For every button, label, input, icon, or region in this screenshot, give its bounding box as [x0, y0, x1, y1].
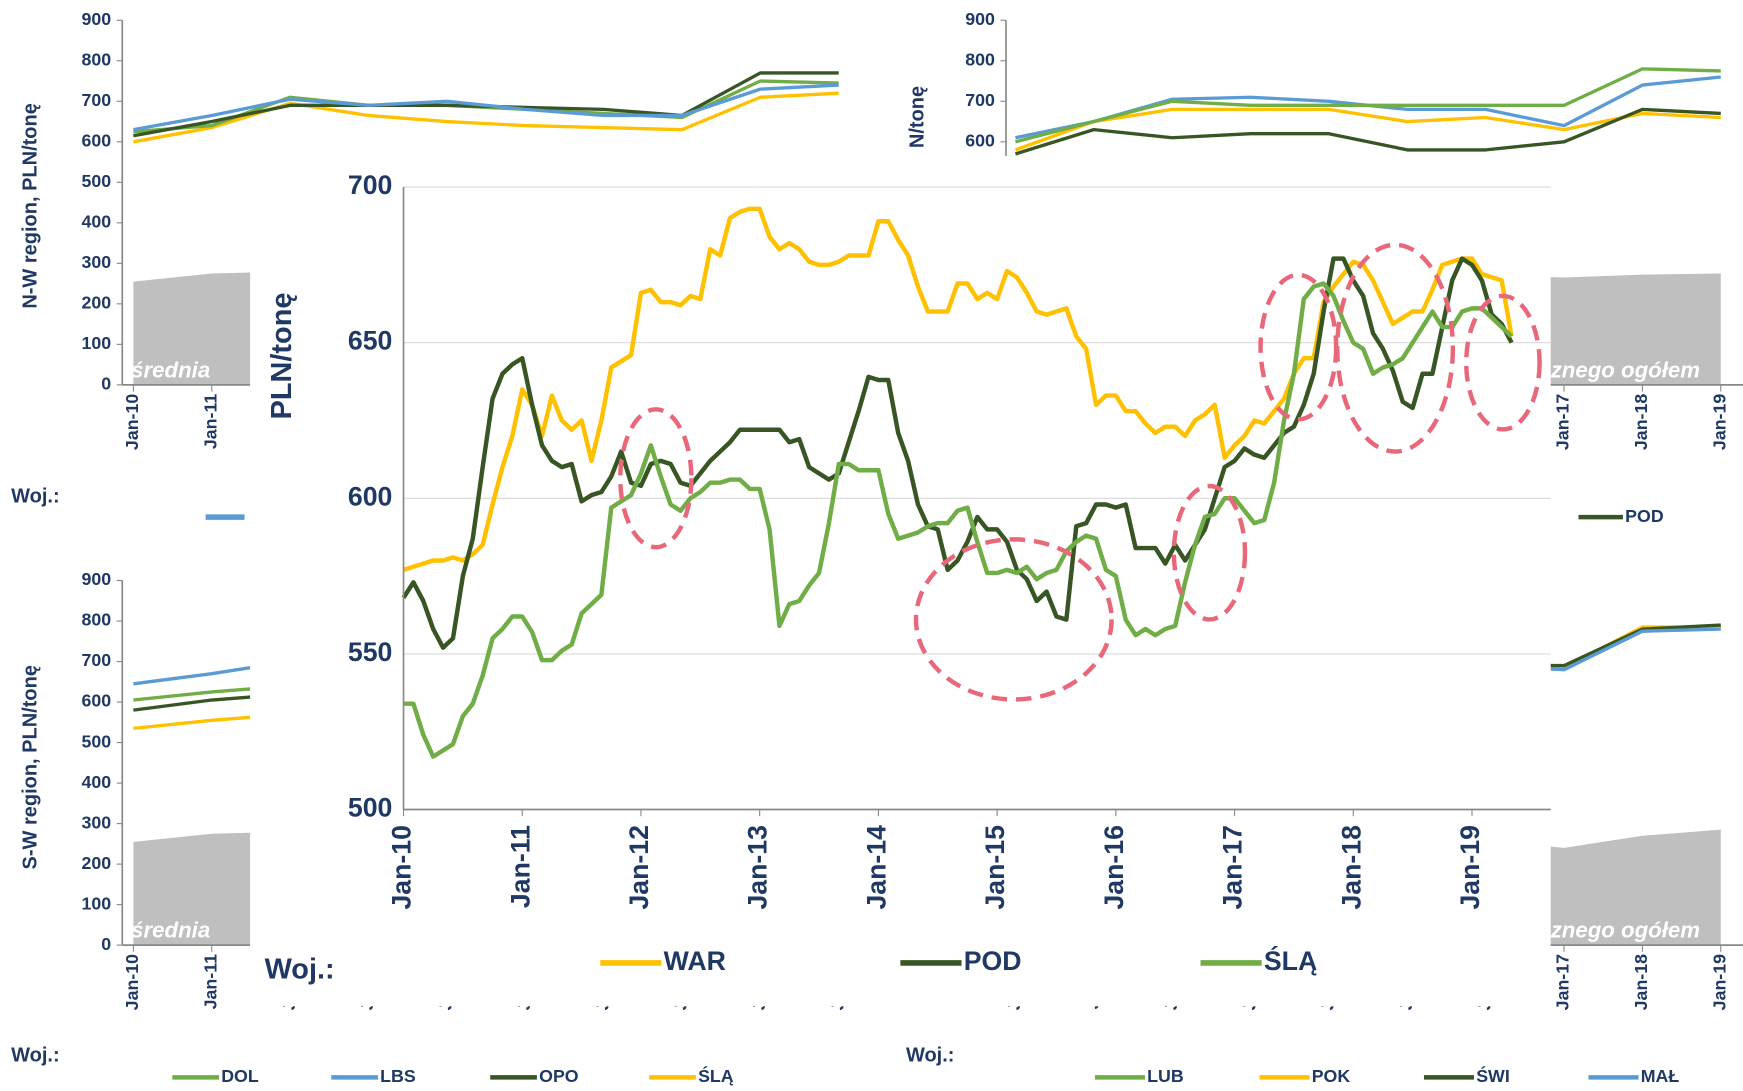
line — [401, 256, 1514, 650]
legend-label: LUB — [1147, 1066, 1184, 1086]
legend-label: WAR — [664, 946, 726, 976]
y-tick-label: 400 — [82, 772, 112, 792]
x-tick-label: Jan-10 — [122, 394, 142, 450]
legend-title: Woj.: — [11, 485, 60, 507]
x-tick-label: Jan-10 — [122, 954, 142, 1010]
y-tick-label: 600 — [965, 131, 995, 151]
x-tick-label: Jan-19 — [1709, 954, 1729, 1010]
x-tick-label: Jan-11 — [505, 825, 535, 908]
x-tick-label: Jan-15 — [980, 825, 1010, 910]
legend-label: POD — [1625, 506, 1664, 526]
legend-label: DOL — [221, 1066, 259, 1086]
y-tick-label: 100 — [82, 893, 112, 913]
y-tick-label: 500 — [82, 171, 112, 191]
highlight-circle — [1463, 293, 1542, 432]
annotation: średnia — [131, 357, 210, 382]
y-tick-label: 650 — [348, 326, 392, 356]
x-tick-label: Jan-11 — [200, 394, 220, 449]
highlight-circle — [618, 407, 694, 550]
x-tick-label: Jan-10 — [387, 825, 417, 909]
y-tick-label: 700 — [965, 90, 995, 110]
x-tick-label: Jan-14 — [861, 825, 891, 910]
y-tick-label: 600 — [82, 131, 112, 151]
legend-label: POD — [964, 946, 1022, 976]
legend-title: Woj.: — [11, 1045, 60, 1067]
x-tick-label: Jan-12 — [624, 825, 654, 909]
y-tick-label: 800 — [82, 610, 112, 630]
y-axis-label: S-W region, PLN/tonę — [19, 665, 41, 869]
x-tick-label: Jan-17 — [1218, 825, 1248, 909]
legend-label: OPO — [539, 1066, 579, 1086]
y-tick-label: 0 — [101, 934, 111, 954]
legend-title: Woj.: — [906, 1045, 955, 1067]
y-tick-label: 800 — [965, 49, 995, 69]
line — [1014, 107, 1721, 156]
line — [403, 281, 1514, 759]
y-tick-label: 500 — [348, 793, 392, 823]
legend-label: MAŁ — [1641, 1066, 1680, 1086]
legend-label: ŚLĄ — [698, 1065, 734, 1086]
legend-label: ŚLĄ — [1264, 946, 1317, 976]
x-tick-label: Jan-18 — [1631, 394, 1651, 450]
y-tick-label: 700 — [82, 650, 112, 670]
y-tick-label: 600 — [348, 481, 392, 511]
y-tick-label: 800 — [82, 49, 112, 69]
y-axis-label: N-W region, PLN/tonę — [19, 103, 41, 309]
y-tick-label: 550 — [348, 637, 392, 667]
y-tick-label: 300 — [82, 252, 112, 272]
y-tick-label: 100 — [82, 333, 112, 353]
legend-label: ŚWI — [1476, 1065, 1510, 1086]
y-tick-label: 400 — [82, 212, 112, 232]
y-tick-label: 700 — [348, 170, 392, 200]
y-tick-label: 0 — [101, 374, 111, 394]
line — [1014, 107, 1721, 152]
x-tick-label: Jan-17 — [1553, 954, 1573, 1010]
x-tick-label: Jan-19 — [1455, 825, 1485, 909]
y-tick-label: 200 — [82, 853, 112, 873]
line — [1015, 67, 1721, 144]
legend-label: LBS — [380, 1066, 416, 1086]
annotation: średnia — [131, 918, 210, 943]
y-tick-label: 200 — [82, 293, 112, 313]
line — [1015, 75, 1721, 140]
x-tick-label: Jan-19 — [1709, 394, 1729, 450]
legend-label: POK — [1312, 1066, 1351, 1086]
annotation: znego ogółem — [1550, 357, 1700, 382]
y-tick-label: 500 — [82, 731, 112, 751]
x-tick-label: Jan-18 — [1336, 825, 1366, 909]
y-tick-label: 900 — [82, 9, 112, 29]
highlight-circle — [913, 537, 1114, 702]
y-axis-label: N/tonę — [906, 86, 928, 148]
y-tick-label: 900 — [965, 9, 995, 29]
y-axis-label: PLN/tonę — [266, 293, 298, 420]
highlight-circle — [1335, 242, 1456, 454]
line — [133, 91, 839, 144]
highlight-circle — [1171, 483, 1248, 622]
x-tick-label: Jan-17 — [1553, 394, 1573, 450]
line — [133, 83, 839, 132]
x-tick-label: Jan-18 — [1631, 954, 1651, 1010]
y-tick-label: 900 — [82, 569, 112, 589]
x-tick-label: Jan-11 — [200, 954, 220, 1009]
x-tick-label: Jan-16 — [1099, 825, 1129, 909]
x-tick-label: Jan-13 — [743, 825, 773, 909]
y-tick-label: 700 — [82, 90, 112, 110]
y-tick-label: 600 — [82, 691, 112, 711]
annotation: znego ogółem — [1550, 918, 1700, 943]
legend-title: Woj.: — [265, 953, 335, 985]
y-tick-label: 300 — [82, 812, 112, 832]
